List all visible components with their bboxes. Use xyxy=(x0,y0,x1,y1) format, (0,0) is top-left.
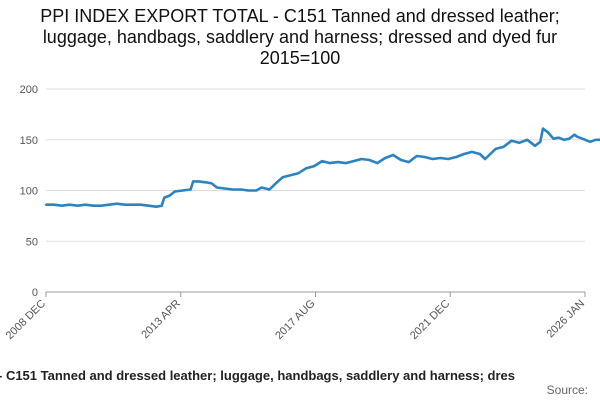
data-point xyxy=(84,203,87,206)
y-tick-label: 50 xyxy=(26,236,38,248)
data-point xyxy=(547,131,550,134)
data-point xyxy=(510,139,513,142)
data-point xyxy=(557,136,560,139)
data-point xyxy=(297,172,300,175)
data-point xyxy=(581,137,584,140)
data-point xyxy=(399,158,403,162)
data-point xyxy=(494,147,497,150)
data-point xyxy=(360,157,363,161)
x-tick-label: 2021 DEC xyxy=(408,298,452,342)
data-point xyxy=(392,153,395,157)
data-point xyxy=(160,204,163,207)
data-point xyxy=(423,155,426,159)
data-point xyxy=(147,204,150,207)
data-point xyxy=(484,157,487,161)
data-point xyxy=(455,155,458,159)
data-point xyxy=(568,137,571,140)
data-point xyxy=(268,188,271,191)
data-point xyxy=(439,156,442,160)
data-point xyxy=(163,196,166,199)
data-point xyxy=(52,203,56,206)
data-point xyxy=(247,189,250,192)
data-point xyxy=(533,144,537,147)
series-line xyxy=(46,127,600,208)
data-point xyxy=(139,203,142,206)
data-point xyxy=(181,189,184,192)
data-point xyxy=(589,140,592,143)
legend-label: - C151 Tanned and dressed leather; lugga… xyxy=(0,368,516,383)
x-tick-label: 2013 APR xyxy=(139,298,183,342)
data-point xyxy=(539,140,542,143)
data-point xyxy=(463,152,466,156)
data-point xyxy=(255,189,258,192)
data-point xyxy=(368,158,371,162)
data-point xyxy=(336,161,339,164)
chart-title: PPI INDEX EXPORT TOTAL - C151 Tanned and… xyxy=(40,6,560,68)
data-point xyxy=(215,186,218,189)
data-point xyxy=(328,162,332,165)
data-point xyxy=(131,203,134,206)
data-point xyxy=(100,204,103,207)
data-point xyxy=(231,188,234,191)
data-point xyxy=(502,145,505,148)
legend[interactable]: - C151 Tanned and dressed leather; lugga… xyxy=(0,368,600,386)
data-point xyxy=(123,203,126,206)
y-tick-label: 100 xyxy=(20,186,38,198)
data-point xyxy=(60,204,63,207)
data-point xyxy=(594,138,597,141)
data-point xyxy=(76,204,79,207)
data-point xyxy=(205,181,208,184)
source-label: Source: xyxy=(546,383,588,397)
data-point xyxy=(376,162,379,165)
data-point xyxy=(210,182,213,185)
data-point xyxy=(173,190,176,193)
data-point xyxy=(223,187,226,190)
data-point xyxy=(68,203,71,206)
data-point xyxy=(552,137,555,140)
x-tick-label: 2026 JAN xyxy=(544,298,587,341)
data-point xyxy=(573,133,576,136)
data-point xyxy=(197,180,200,183)
data-point xyxy=(344,162,347,165)
data-point xyxy=(518,141,521,144)
data-point xyxy=(447,157,450,161)
data-point xyxy=(321,160,324,163)
line-chart: 0 50 100 150 200 2008 DEC 2013 APR 2017 AUG 2021… xyxy=(4,84,600,342)
data-point xyxy=(313,165,316,168)
data-point xyxy=(305,167,308,170)
data-point xyxy=(562,138,566,141)
data-point xyxy=(478,152,481,156)
data-point xyxy=(526,138,529,141)
data-point xyxy=(92,204,95,207)
data-point xyxy=(289,174,292,177)
data-point xyxy=(352,160,355,163)
y-tick-label: 200 xyxy=(20,84,38,96)
data-point xyxy=(541,127,545,130)
data-point xyxy=(192,180,195,183)
data-point xyxy=(168,194,171,197)
data-point xyxy=(115,202,119,205)
data-point xyxy=(407,161,410,164)
data-point xyxy=(415,154,418,158)
data-point xyxy=(489,152,492,156)
data-point xyxy=(586,139,589,142)
data-point xyxy=(576,135,579,138)
x-tick-label: 2008 DEC xyxy=(4,298,48,342)
data-point xyxy=(273,183,276,186)
data-point xyxy=(44,203,48,206)
data-point xyxy=(470,150,473,153)
data-point xyxy=(384,156,387,160)
y-tick-label: 150 xyxy=(20,135,38,147)
data-point xyxy=(239,188,242,191)
data-point xyxy=(108,203,111,206)
data-point xyxy=(260,186,263,189)
data-point xyxy=(189,188,192,191)
x-tick-label: 2017 AUG xyxy=(273,298,317,342)
y-tick-label: 0 xyxy=(32,287,38,299)
data-point xyxy=(281,176,284,179)
data-point xyxy=(431,157,434,161)
data-point xyxy=(155,205,158,208)
